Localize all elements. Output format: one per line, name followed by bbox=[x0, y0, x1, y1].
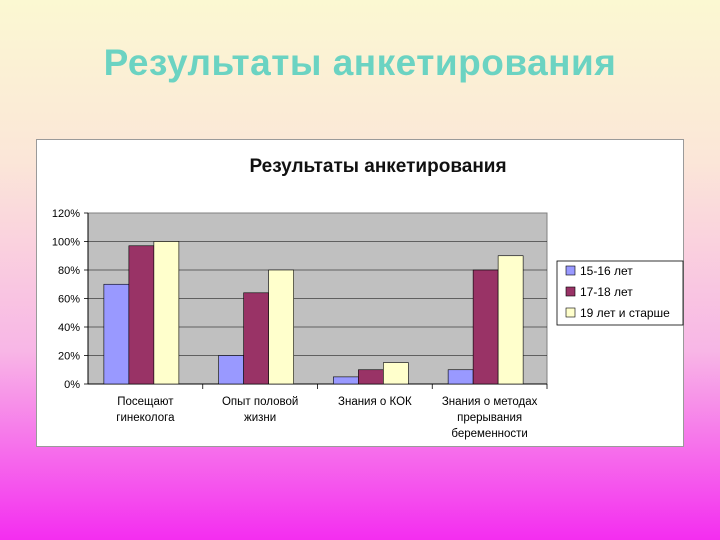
bar bbox=[497, 255, 524, 385]
y-tick-label: 120% bbox=[52, 208, 80, 220]
legend-label: 19 лет и старше bbox=[580, 306, 670, 320]
y-tick-label: 20% bbox=[58, 351, 80, 363]
x-category-label: Знания о методах bbox=[442, 396, 538, 408]
x-category-label: гинеколога bbox=[116, 412, 175, 424]
bar bbox=[243, 292, 269, 385]
bar bbox=[333, 376, 359, 385]
bar bbox=[218, 355, 244, 385]
bar bbox=[128, 245, 155, 385]
x-category-label: беременности bbox=[451, 428, 528, 440]
y-tick-label: 60% bbox=[58, 294, 80, 306]
legend-swatch bbox=[565, 265, 576, 276]
y-tick-label: 0% bbox=[64, 379, 80, 391]
bar bbox=[268, 269, 294, 385]
bar bbox=[153, 241, 180, 385]
bar bbox=[383, 362, 409, 385]
bar bbox=[103, 283, 130, 385]
y-tick-label: 80% bbox=[58, 265, 80, 277]
y-tick-label: 100% bbox=[52, 237, 80, 249]
legend-swatch bbox=[565, 286, 576, 297]
legend-box bbox=[556, 260, 684, 326]
x-category-label: жизни bbox=[244, 412, 276, 424]
legend-swatch bbox=[565, 307, 576, 318]
x-category-label: Опыт половой bbox=[222, 396, 298, 408]
chart-title: Результаты анкетирования bbox=[249, 156, 507, 177]
x-category-label: Знания о КОК bbox=[338, 396, 412, 408]
legend-label: 17-18 лет bbox=[580, 285, 633, 299]
x-category-label: прерывания bbox=[457, 412, 522, 424]
legend-label: 15-16 лет bbox=[580, 264, 633, 278]
y-tick-label: 40% bbox=[58, 322, 80, 334]
bar bbox=[472, 269, 499, 385]
bar bbox=[358, 369, 384, 385]
x-category-label: Посещают bbox=[117, 396, 174, 408]
bar bbox=[447, 369, 474, 385]
slide-title: Результаты анкетирования bbox=[103, 42, 617, 83]
